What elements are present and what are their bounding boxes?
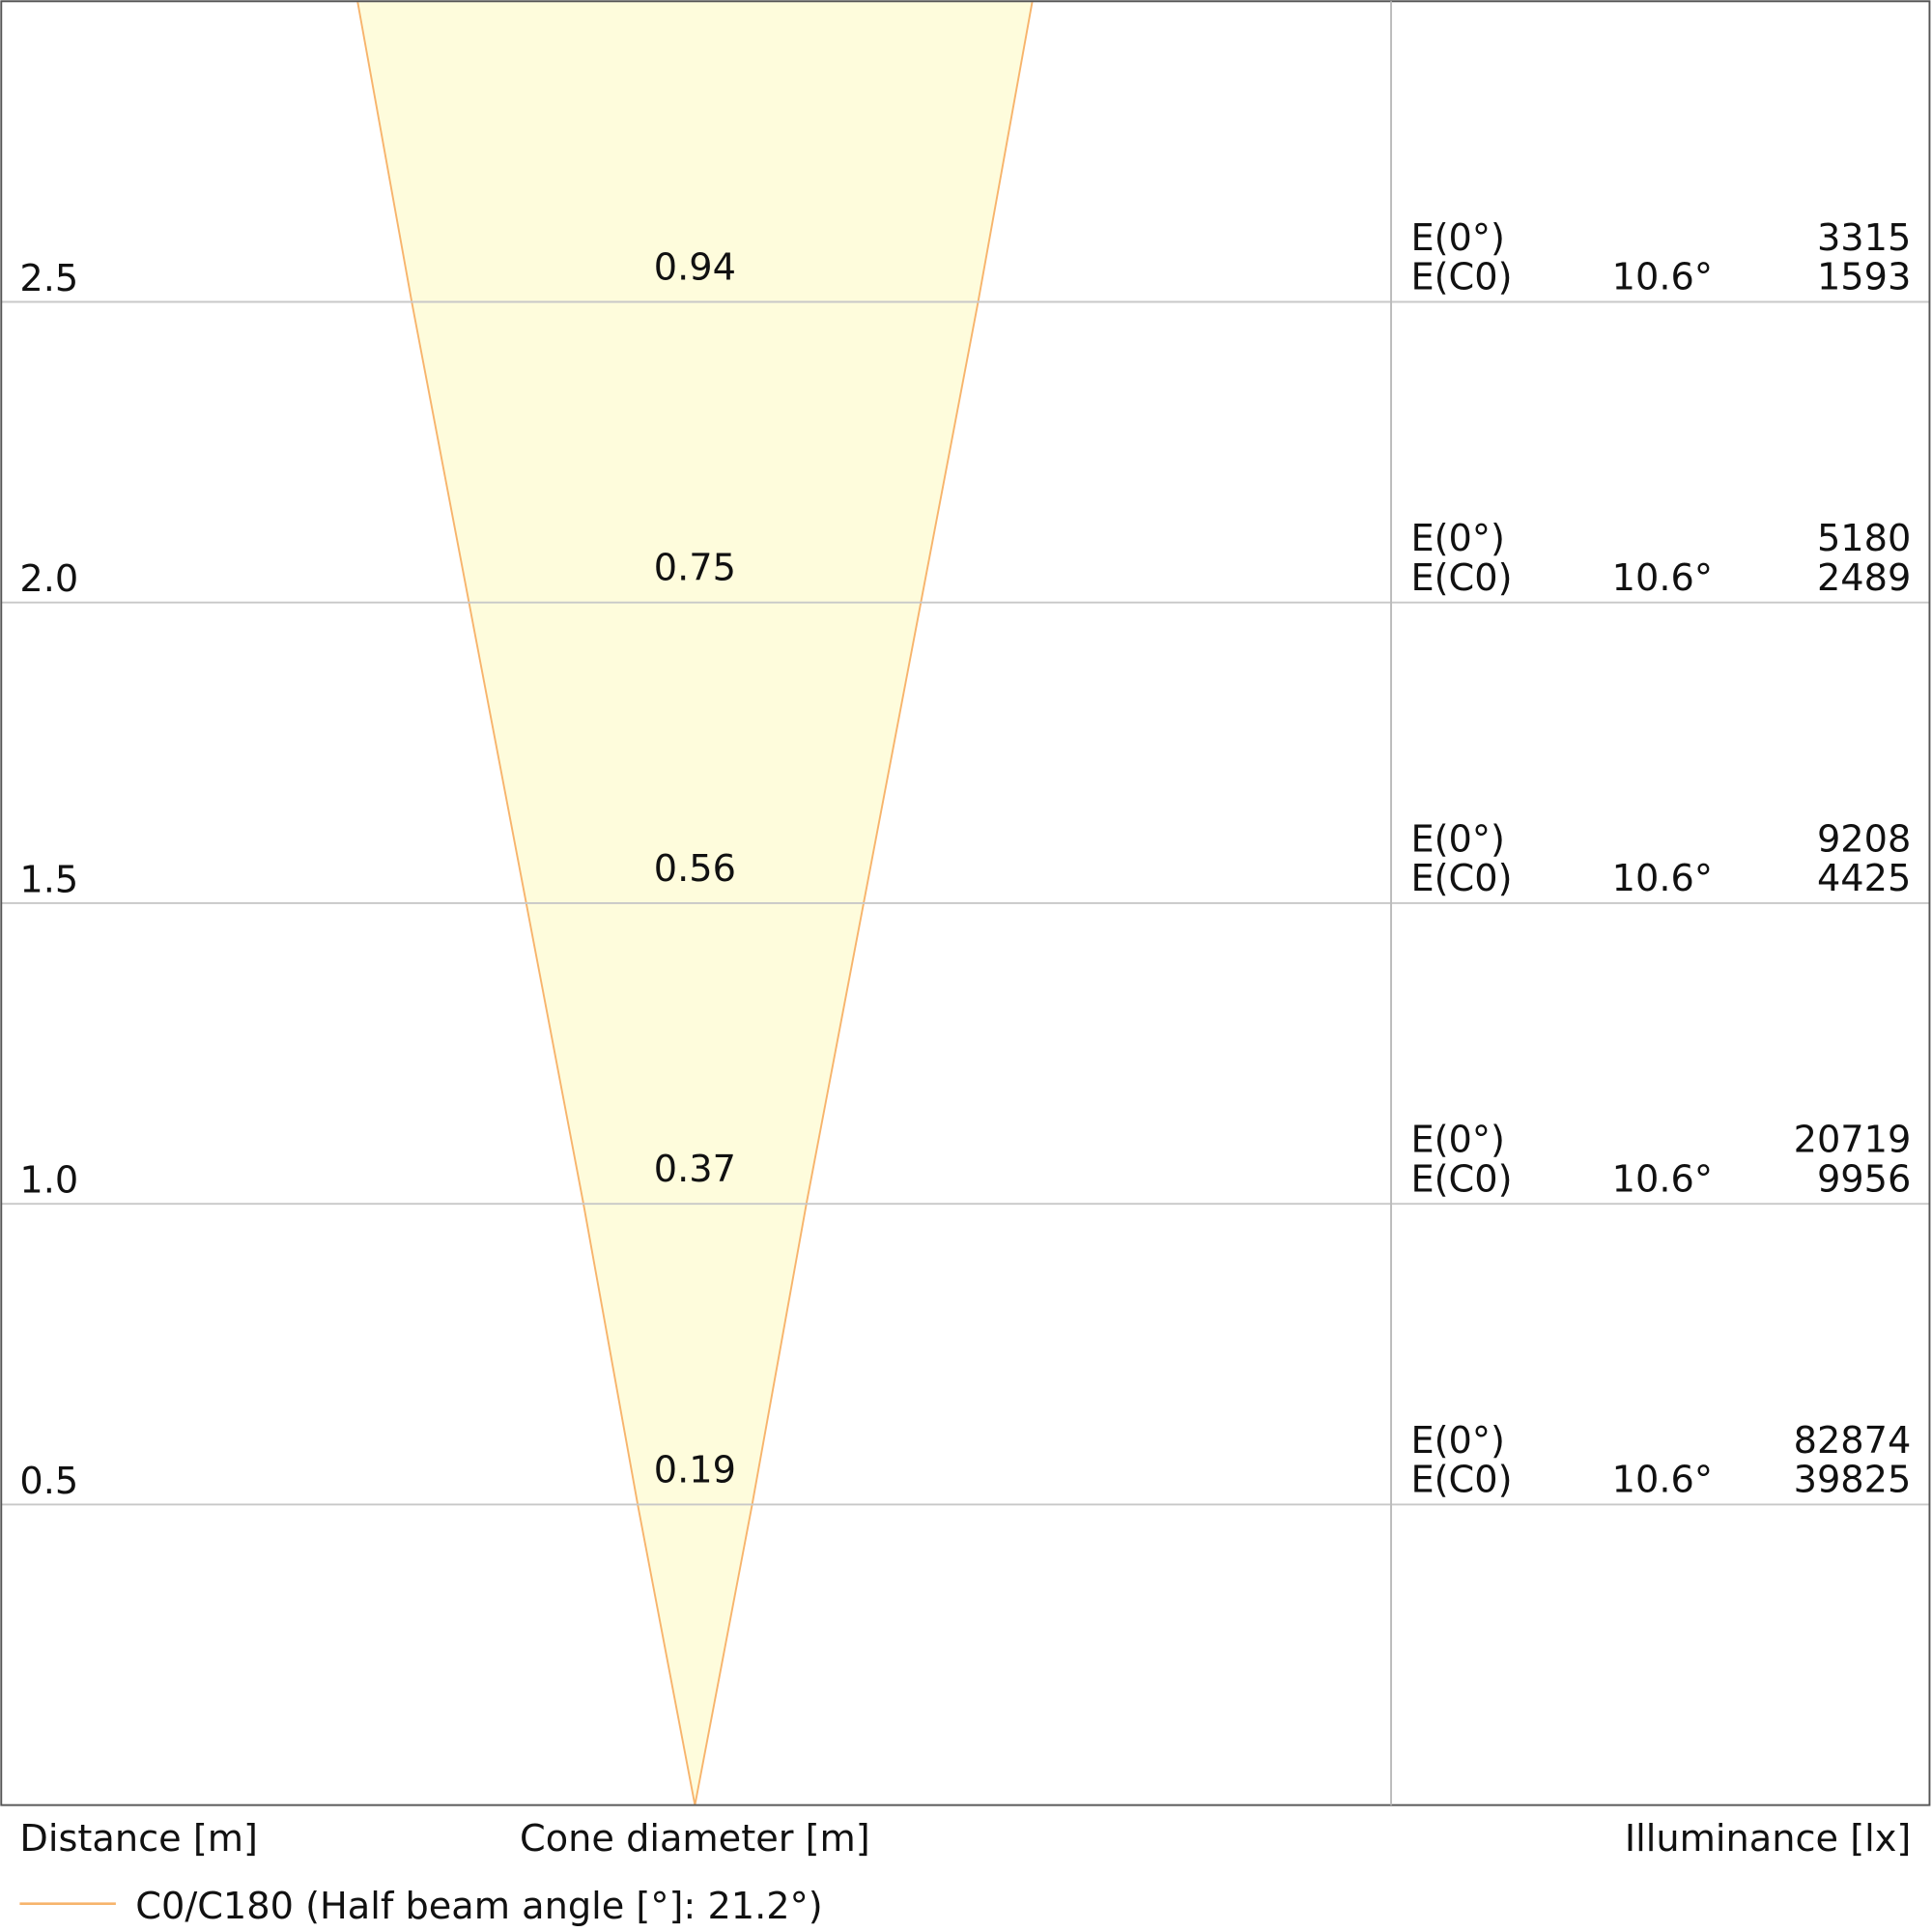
cone-diameter-label: 0.19 (654, 1448, 736, 1492)
frame (0, 0, 1931, 1806)
illuminance-axis-label: Illuminance [lx] (1625, 1817, 1911, 1861)
cone-edge (751, 1, 1034, 1505)
angle-label: 10.6° (1612, 1157, 1713, 1201)
cone-segment (582, 1204, 807, 1505)
cone-segment (412, 301, 979, 603)
illuminance-value: 2489 (1817, 556, 1911, 600)
cone-apex (638, 1504, 753, 1805)
angle-label: 10.6° (1612, 556, 1713, 600)
cone-segment (526, 902, 865, 1205)
distance-label: 2.0 (19, 557, 78, 601)
distance-label: 1.5 (19, 858, 78, 901)
illuminance-value: 1593 (1817, 256, 1911, 299)
angle-label: 10.6° (1612, 1459, 1713, 1502)
illuminance-value: 82874 (1794, 1419, 1912, 1463)
cone-fill-layer (356, 1, 1034, 1805)
distance-label: 1.0 (19, 1159, 78, 1203)
cone-diameter-label: 0.94 (654, 246, 736, 290)
angle-label: 10.6° (1612, 256, 1713, 299)
series-name: E(0°) (1410, 517, 1504, 560)
series-name: E(C0) (1410, 556, 1512, 600)
distance-label: 0.5 (19, 1460, 78, 1503)
series-name: E(C0) (1410, 1157, 1512, 1201)
legend-label: C0/C180 (Half beam angle [°]: 21.2°) (135, 1885, 822, 1928)
series-name: E(0°) (1410, 216, 1504, 260)
illuminance-value: 39825 (1794, 1459, 1912, 1502)
series-name: E(C0) (1410, 256, 1512, 299)
illuminance-value: 5180 (1817, 517, 1911, 560)
distance-axis-label: Distance [m] (19, 1817, 258, 1861)
series-name: E(0°) (1410, 1119, 1504, 1162)
cone-diameter-label: 0.37 (654, 1148, 736, 1191)
illuminance-value: 3315 (1817, 216, 1911, 260)
cone-axis-label: Cone diameter [m] (520, 1817, 870, 1861)
series-name: E(0°) (1410, 1419, 1504, 1463)
cone-edge (356, 1, 639, 1505)
series-name: E(C0) (1410, 857, 1512, 900)
illuminance-value: 9956 (1817, 1157, 1911, 1201)
cone-segment (469, 602, 922, 903)
angle-label: 10.6° (1612, 857, 1713, 900)
text-layer: 0.5 0.19 E(0°) 82874 E(C0) 39825 10.6° 1.0 0.37 E… (19, 216, 1912, 1503)
cone-diameter-label: 0.56 (654, 847, 736, 891)
cone-segment (357, 1, 1033, 302)
series-name: E(0°) (1410, 817, 1504, 861)
illuminance-value: 4425 (1817, 857, 1911, 900)
cone-diameter-label: 0.75 (654, 547, 736, 590)
distance-label: 2.5 (19, 257, 78, 300)
illuminance-value: 20719 (1794, 1119, 1912, 1162)
illuminance-value: 9208 (1817, 817, 1911, 861)
series-name: E(C0) (1410, 1459, 1512, 1502)
